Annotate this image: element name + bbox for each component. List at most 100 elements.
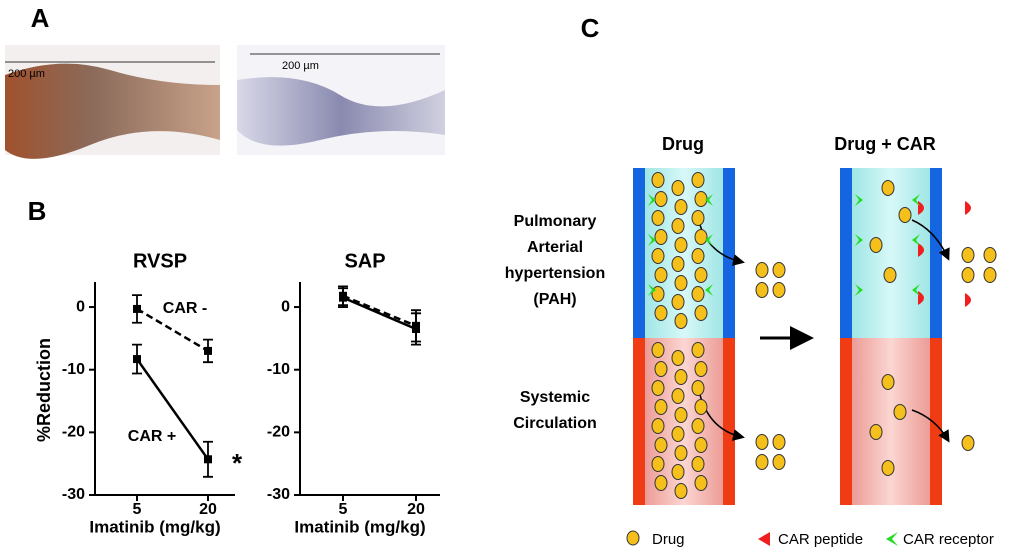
drug-dot [755,262,769,278]
drug-dot [671,180,685,196]
drug-dot [869,424,883,440]
y-tick-label: -30 [267,486,290,503]
drug-dot [674,275,688,291]
drug-dot [654,191,668,207]
panel-label: C [581,13,600,43]
y-tick-label: -10 [267,361,290,378]
car-receptor [648,194,656,206]
drug-dot [671,388,685,404]
y-tick-label: 0 [281,298,290,315]
y-tick-label: -10 [62,361,85,378]
drug-dot [881,374,895,390]
drug-dot [772,454,786,470]
data-point [133,304,141,313]
car-receptor [855,234,863,246]
chart-title: SAP [344,250,385,272]
drug-dot [674,369,688,385]
row-label: Circulation [513,415,597,432]
x-tick-label: 20 [199,501,217,518]
data-point [204,455,212,464]
drug-dot [961,267,975,283]
panel-label: A [31,3,50,33]
drug-dot [961,247,975,263]
drug-dot [671,350,685,366]
row-label: hypertension [505,265,605,282]
drug-dot [691,418,705,434]
car-receptor [912,234,920,246]
drug-dot [961,435,975,451]
series-label: CAR + [128,428,176,445]
car-receptor [912,194,920,206]
drug-dot [694,229,708,245]
drug-dot [755,434,769,450]
drug-dot [674,407,688,423]
drug-dot [869,237,883,253]
drug-dot [671,256,685,272]
drug-dot [772,262,786,278]
drug-dot [671,218,685,234]
x-tick-label: 5 [339,501,348,518]
annotation: * [232,448,243,478]
drug-dot [654,229,668,245]
panel-label: B [28,196,47,226]
car-peptide [965,201,971,215]
drug-dot [694,361,708,377]
drug-dot [694,305,708,321]
row-label: Arterial [527,239,583,256]
drug-dot [755,454,769,470]
drug-dot [651,172,665,188]
drug-dot [674,313,688,329]
drug-dot [983,267,997,283]
drug-dot [671,464,685,480]
drug-dot [694,399,708,415]
drug-dot [651,456,665,472]
scale-label: 200 µm [282,60,319,72]
car-peptide [965,293,971,307]
x-axis-label: Imatinib (mg/kg) [89,517,220,536]
drug-dot [691,286,705,302]
drug-dot [694,191,708,207]
drug-dot [651,210,665,226]
car-receptor [855,284,863,296]
car-peptide [918,243,924,257]
drug-dot [772,282,786,298]
drug-dot [671,294,685,310]
drug-dot [654,361,668,377]
car-receptor [705,234,713,246]
drug-dot [691,172,705,188]
drug-dot [651,380,665,396]
data-point [339,293,347,302]
vessels [633,168,950,505]
data-point [412,324,420,333]
drug-dot [674,483,688,499]
drug-dot [881,180,895,196]
drug-dot [654,267,668,283]
x-tick-label: 5 [133,501,142,518]
car-receptor [648,234,656,246]
car-receptor [855,194,863,206]
drug-dot [651,418,665,434]
data-point [204,346,212,355]
drug-dot [671,426,685,442]
car-peptide [918,201,924,215]
legend-label: CAR peptide [778,531,863,548]
drug-dot [881,460,895,476]
drug-dot [674,445,688,461]
drug-dot [654,437,668,453]
series-line [342,294,417,328]
drug-dot [983,247,997,263]
drug-dot [755,282,769,298]
drug-dot [654,399,668,415]
drug-dot [694,267,708,283]
drug-dot [772,434,786,450]
car-receptor [648,284,656,296]
drug-dot [694,475,708,491]
y-tick-label: 0 [76,298,85,315]
car-receptor [912,284,920,296]
drug-dot [883,267,897,283]
column-title: Drug [662,134,704,154]
legend-label: CAR receptor [903,531,994,548]
drug-dot [674,199,688,215]
series-line [342,296,417,331]
